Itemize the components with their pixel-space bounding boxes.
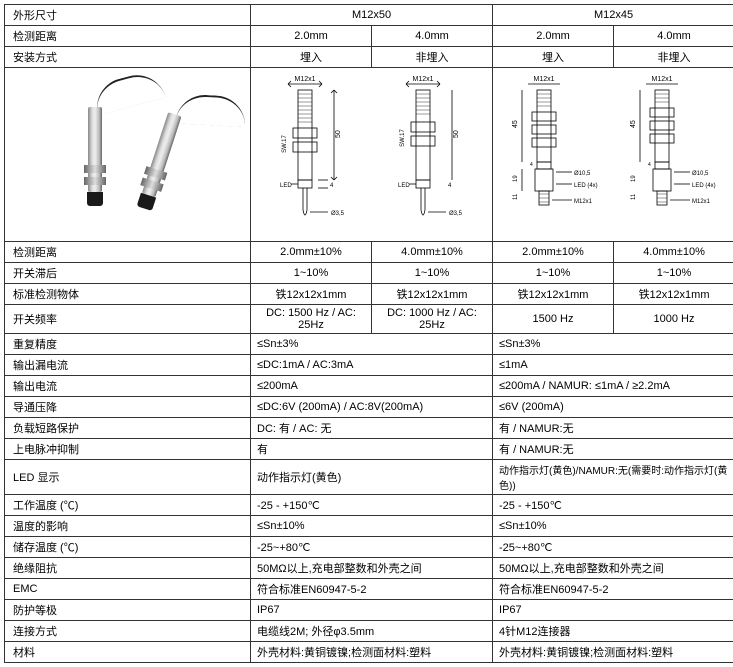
- sensor-photo-angled: [119, 87, 200, 233]
- svg-text:19: 19: [631, 175, 637, 182]
- svg-text:M12x1: M12x1: [294, 76, 315, 83]
- svg-text:50: 50: [335, 130, 342, 138]
- svg-text:M12x1: M12x1: [651, 76, 672, 83]
- svg-text:19: 19: [513, 175, 519, 182]
- svg-text:11: 11: [513, 193, 519, 200]
- sensor-photo-straight: [75, 85, 115, 225]
- svg-text:LED (4x): LED (4x): [692, 183, 716, 189]
- svg-text:Ø3,5: Ø3,5: [449, 211, 463, 217]
- svg-text:LED (4x): LED (4x): [574, 183, 598, 189]
- row-detect-dist-header: 检测距离 2.0mm 4.0mm 2.0mm 4.0mm: [5, 26, 733, 47]
- model-b: M12x45: [493, 5, 733, 26]
- svg-text:LED: LED: [280, 183, 292, 189]
- svg-text:M12x1: M12x1: [412, 76, 433, 83]
- techdraw-cable-1: M12x1 SW.17 LED: [258, 72, 368, 237]
- model-a: M12x50: [251, 5, 493, 26]
- techdraw-conn-2: M12x1: [618, 72, 728, 237]
- svg-text:4: 4: [330, 183, 334, 189]
- svg-text:45: 45: [630, 120, 637, 128]
- row-model: 外形尺寸 M12x50 M12x45: [5, 5, 733, 26]
- svg-text:11: 11: [631, 193, 637, 200]
- product-photo-cell: [5, 68, 251, 242]
- svg-text:M12x1: M12x1: [574, 199, 593, 205]
- svg-text:50: 50: [453, 130, 460, 138]
- row-diagrams: M12x1 SW.17 LED: [5, 68, 733, 242]
- row-mounting: 安装方式 埋入 非埋入 埋入 非埋入: [5, 47, 733, 68]
- diagram-cable: M12x1 SW.17 LED: [251, 68, 493, 242]
- svg-text:4: 4: [648, 162, 651, 168]
- spec-table: 外形尺寸 M12x50 M12x45 检测距离 2.0mm 4.0mm 2.0m…: [4, 4, 733, 663]
- svg-text:M12x1: M12x1: [692, 199, 711, 205]
- svg-text:4: 4: [530, 162, 533, 168]
- techdraw-conn-1: M12x1: [500, 72, 610, 237]
- svg-text:Ø10,5: Ø10,5: [692, 171, 709, 177]
- svg-text:Ø10,5: Ø10,5: [574, 171, 591, 177]
- label-outline: 外形尺寸: [5, 5, 251, 26]
- svg-text:M12x1: M12x1: [533, 76, 554, 83]
- svg-text:LED: LED: [398, 183, 410, 189]
- techdraw-cable-2: M12x1 SW.17 LED: [376, 72, 486, 237]
- svg-text:SW.17: SW.17: [400, 129, 406, 147]
- diagram-connector: M12x1: [493, 68, 733, 242]
- svg-text:4: 4: [448, 183, 452, 189]
- svg-text:45: 45: [512, 120, 519, 128]
- svg-text:SW.17: SW.17: [282, 135, 288, 153]
- svg-text:Ø3,5: Ø3,5: [331, 211, 345, 217]
